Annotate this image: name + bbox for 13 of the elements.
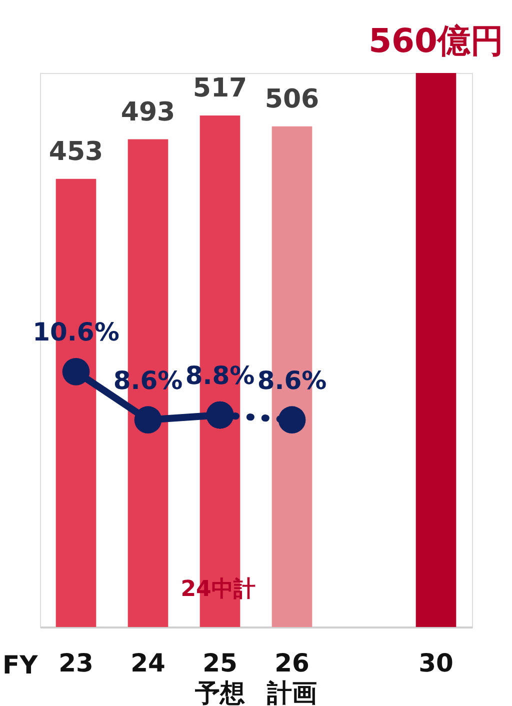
x-tick-label: 24 [130,648,166,678]
x-tick-label: 30 [418,648,454,678]
data-label: 506 [264,84,320,114]
x-tick-label: 26 計画 [266,648,317,706]
data-label: 453 [48,136,104,167]
x-axis-title: FY [2,650,39,680]
x-tick-label: 25 予想 [194,648,245,706]
bar [416,73,456,627]
data-label: 493 [120,97,176,128]
data-label: 560億円 [368,21,504,60]
data-label: 8.6% [257,366,327,395]
data-label: 517 [192,74,248,104]
x-tick-label: 23 [58,648,94,678]
